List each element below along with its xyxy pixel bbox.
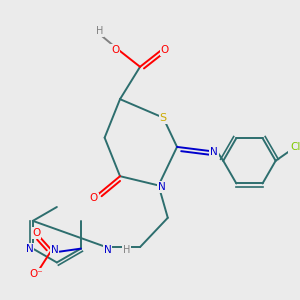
Text: N: N (158, 182, 166, 192)
Text: Cl: Cl (290, 142, 300, 152)
Text: S: S (160, 112, 167, 123)
Text: H: H (122, 245, 130, 255)
Text: O: O (32, 228, 40, 238)
Text: O: O (160, 45, 169, 55)
Text: N: N (26, 244, 34, 254)
Text: N: N (51, 245, 58, 255)
Text: O: O (90, 194, 98, 203)
Text: O: O (111, 45, 119, 55)
Text: H: H (96, 26, 104, 36)
Text: O⁻: O⁻ (29, 269, 43, 279)
Text: N: N (210, 146, 218, 157)
Text: N: N (104, 245, 112, 255)
